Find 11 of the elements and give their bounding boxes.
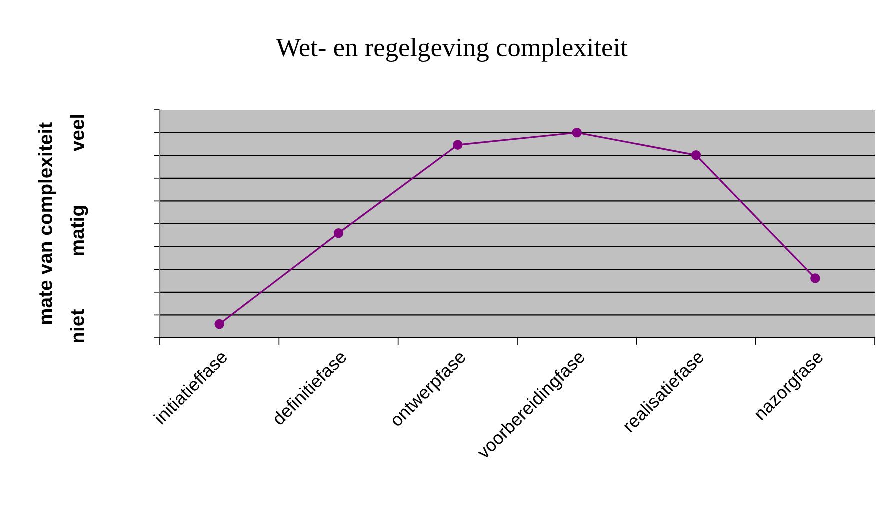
point (453, 140, 463, 150)
y-axis-title: mate van complexiteit (38, 122, 56, 324)
point (810, 274, 820, 284)
point (334, 228, 344, 238)
text: niet (70, 310, 84, 343)
chart-title: Wet- en regelgeving complexiteit (276, 38, 628, 62)
point (572, 128, 582, 138)
point (691, 150, 702, 160)
text: veel (70, 115, 84, 152)
point (214, 319, 224, 330)
text: matig (70, 206, 88, 256)
